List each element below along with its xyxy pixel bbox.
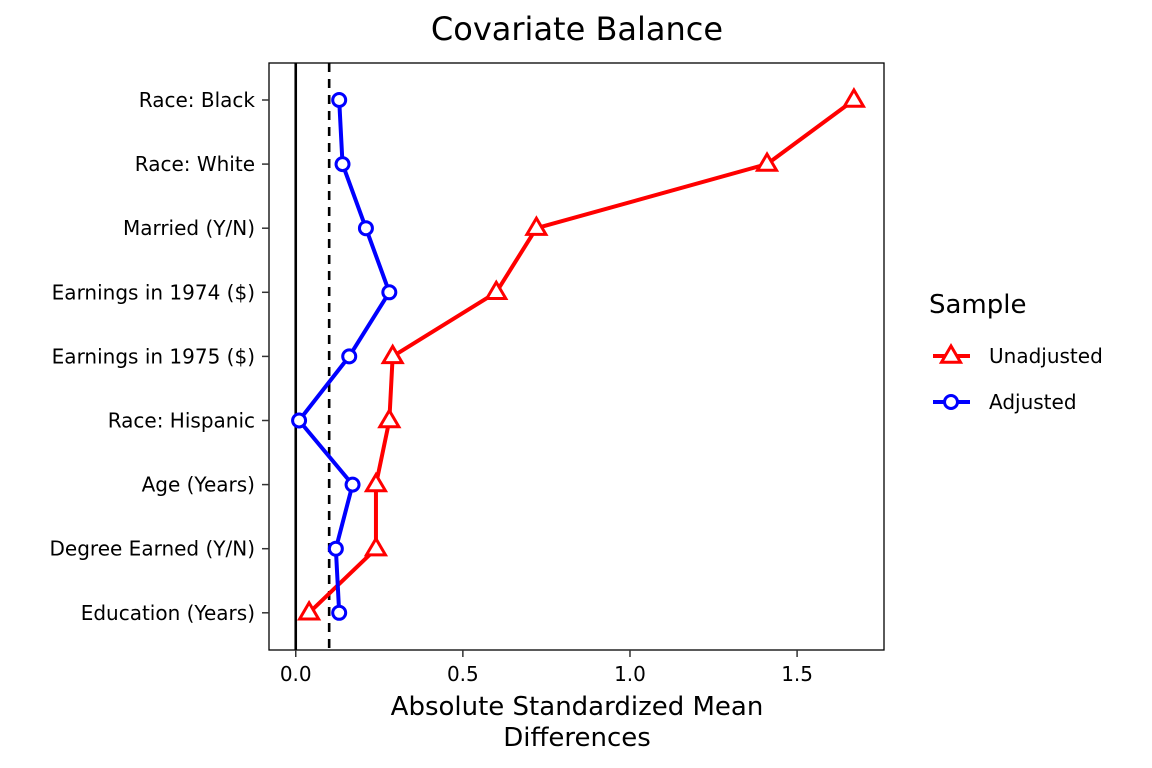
unadjusted-point [296,599,322,621]
legend-unadjusted-marker [938,343,964,364]
x-tick-label: 1.5 [781,662,813,686]
x-tick-label: 1.0 [614,662,646,686]
unadjusted-point [363,471,389,493]
legend-adjusted-label: Adjusted [989,390,1077,414]
adjusted-point [357,220,374,237]
series-unadjusted [296,87,867,621]
adjusted-point [331,604,348,621]
x-tick-label: 0.0 [280,662,312,686]
unadjusted-point [754,151,780,172]
adjusted-point [341,348,358,365]
adjusted-point [327,540,344,557]
y-tick-label: Race: White [135,152,255,176]
x-tick-label: 0.5 [447,662,479,686]
unadjusted-point [380,343,405,365]
y-tick-label: Earnings in 1974 ($) [52,280,255,304]
y-tick-label: Earnings in 1975 ($) [52,344,255,368]
reference-lines [294,63,331,650]
legend-adjusted-marker [943,394,959,410]
x-axis: 0.0 0.5 1.0 1.5 [280,650,813,686]
series-layer [291,87,867,621]
chart-title: Covariate Balance [431,10,723,48]
unadjusted-point [363,535,389,557]
y-tick-label: Degree Earned (Y/N) [50,537,255,561]
x-axis-title-line1: Absolute Standardized Mean [391,692,764,722]
x-axis-title-line2: Differences [503,723,651,753]
legend-title: Sample [929,290,1027,320]
adjusted-point [291,412,308,429]
y-tick-label: Married (Y/N) [123,216,255,240]
adjusted-point [334,156,351,173]
unadjusted-point [524,215,549,236]
y-tick-label: Education (Years) [81,601,255,625]
series-adjusted [291,92,398,621]
legend-unadjusted-label: Unadjusted [989,344,1103,368]
y-tick-label: Race: Black [139,88,256,112]
y-axis: Race: Black Race: White Married (Y/N) Earni… [50,88,269,625]
adjusted-point [381,284,398,301]
adjusted-point [331,92,348,108]
legend: Sample Unadjusted Adjusted [929,290,1103,414]
unadjusted-point [484,279,509,300]
y-tick-label: Age (Years) [142,473,255,497]
unadjusted-point [377,407,402,429]
adjusted-point [344,476,361,493]
y-tick-label: Race: Hispanic [108,409,255,433]
unadjusted-point [841,87,867,108]
